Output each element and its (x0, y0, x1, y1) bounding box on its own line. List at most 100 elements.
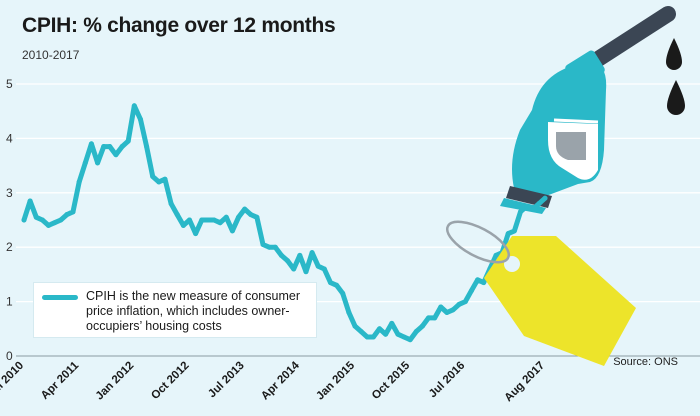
data-point (27, 198, 33, 204)
data-point (481, 280, 487, 286)
data-point (168, 201, 174, 207)
data-point (413, 329, 419, 335)
data-point (401, 334, 407, 340)
data-point (174, 212, 180, 218)
data-point (419, 323, 425, 329)
data-point (217, 220, 223, 226)
data-point (260, 241, 266, 247)
data-point (505, 231, 511, 237)
data-point (517, 209, 523, 215)
data-points (21, 103, 548, 343)
x-tick-label: Oct 2015 (370, 359, 413, 402)
data-point (137, 116, 143, 122)
data-point (131, 103, 137, 109)
data-point (444, 309, 450, 315)
data-point (438, 304, 444, 310)
chart-title: CPIH: % change over 12 months (22, 14, 336, 37)
data-point (46, 222, 52, 228)
chart-subtitle: 2010-2017 (22, 48, 80, 62)
data-point (144, 144, 150, 150)
data-point (352, 323, 358, 329)
y-tick-label: 1 (6, 295, 13, 309)
data-point (395, 331, 401, 337)
x-tick-label: Jan 2012 (94, 360, 137, 403)
data-point (327, 280, 333, 286)
data-point (377, 326, 383, 332)
y-tick-label: 5 (6, 77, 13, 91)
data-point (475, 277, 481, 283)
data-point (39, 217, 45, 223)
data-point (358, 329, 364, 335)
y-tick-label: 4 (6, 131, 13, 145)
data-point (426, 315, 432, 321)
oil-drop-icon (667, 80, 685, 115)
x-tick-label: Jul 2016 (427, 360, 468, 401)
data-point (229, 228, 235, 234)
data-point (186, 217, 192, 223)
data-point (542, 195, 548, 201)
data-point (125, 138, 131, 144)
x-tick-label: Apr 2011 (39, 359, 82, 402)
data-point (536, 201, 542, 207)
data-point (211, 217, 217, 223)
x-tick-label: Jul 2010 (0, 360, 26, 401)
data-point (346, 309, 352, 315)
data-point (291, 266, 297, 272)
y-tick-label: 3 (6, 186, 13, 200)
fuel-nozzle-illustration (500, 6, 676, 214)
data-point (21, 217, 27, 223)
y-tick-label: 2 (6, 240, 13, 254)
data-point (64, 212, 70, 218)
data-point (33, 214, 39, 220)
data-point (309, 250, 315, 256)
data-point (205, 217, 211, 223)
x-axis: Jul 2010 Apr 2011 Jan 2012 Oct 2012 Jul 2013… (0, 359, 547, 404)
data-point (76, 179, 82, 185)
x-tick-label: Jan 2015 (314, 359, 357, 402)
data-point (150, 173, 156, 179)
data-point (364, 334, 370, 340)
data-point (58, 217, 64, 223)
legend-swatch (42, 295, 78, 300)
data-point (113, 152, 119, 158)
data-point (493, 252, 499, 258)
data-point (315, 263, 321, 269)
data-point (70, 209, 76, 215)
data-point (303, 269, 309, 275)
data-point (82, 160, 88, 166)
data-point (462, 299, 468, 305)
data-point (242, 206, 248, 212)
x-tick-label: Jul 2013 (206, 360, 247, 401)
data-point (450, 307, 456, 313)
data-point (156, 179, 162, 185)
data-point (297, 252, 303, 258)
data-point (407, 337, 413, 343)
source-note: Source: ONS (613, 356, 678, 368)
legend: CPIH is the new measure of consumer pric… (34, 283, 316, 337)
data-point (119, 144, 125, 150)
data-point (254, 214, 260, 220)
data-point (52, 220, 58, 226)
data-point (278, 252, 284, 258)
data-point (456, 301, 462, 307)
data-point (511, 228, 517, 234)
data-point (321, 266, 327, 272)
data-point (468, 288, 474, 294)
data-point (95, 160, 101, 166)
data-point (334, 282, 340, 288)
y-axis: 0 1 2 3 4 5 (6, 77, 13, 363)
data-point (285, 258, 291, 264)
data-point (524, 203, 530, 209)
data-point (199, 217, 205, 223)
data-point (193, 231, 199, 237)
data-point (340, 290, 346, 296)
data-point (162, 176, 168, 182)
data-point (370, 334, 376, 340)
data-point (248, 212, 254, 218)
data-point (180, 222, 186, 228)
data-point (266, 244, 272, 250)
data-point (389, 320, 395, 326)
data-point (223, 214, 229, 220)
data-point (236, 214, 242, 220)
